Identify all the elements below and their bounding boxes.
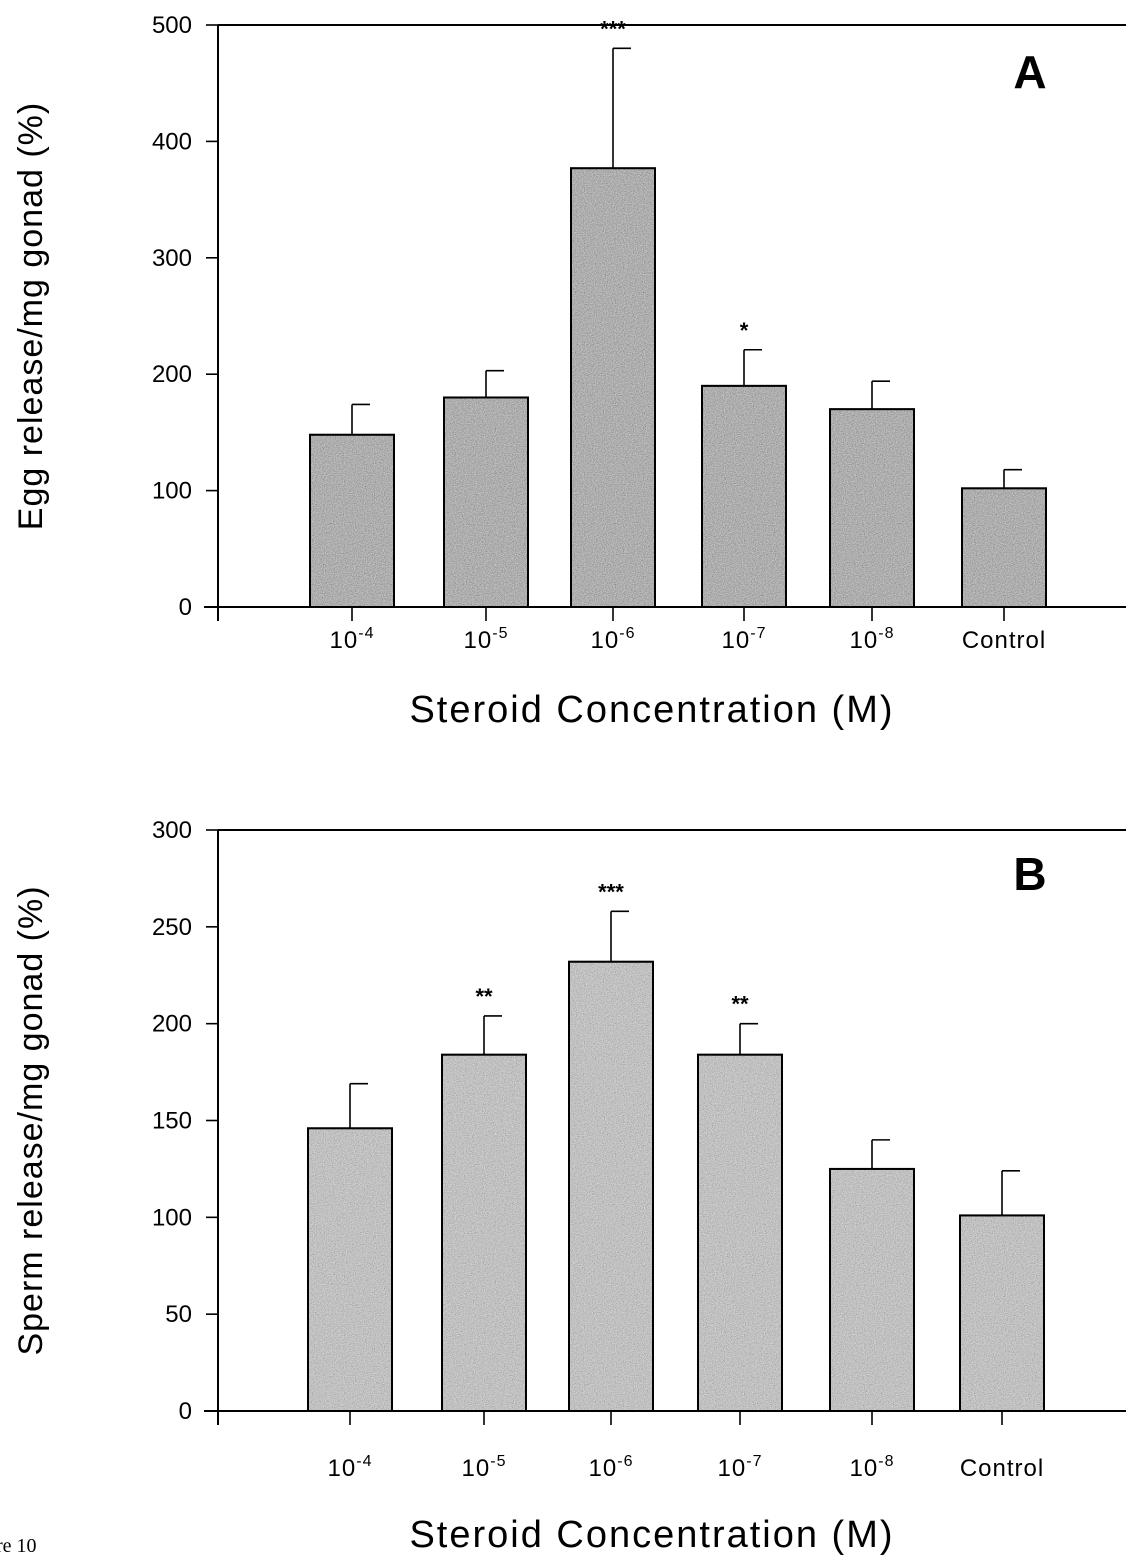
y-axis-title: Sperm release/mg gonad (%) — [12, 885, 50, 1355]
x-tick-label: 10-5 — [462, 1453, 507, 1482]
bar — [959, 1214, 1045, 1412]
x-tick-label: Control — [960, 1455, 1044, 1482]
y-tick-label: 200 — [152, 1011, 192, 1038]
x-tick-label: 10-4 — [330, 625, 375, 654]
y-tick-label: 100 — [152, 1204, 192, 1231]
bar — [829, 1167, 915, 1412]
y-tick-label: 100 — [152, 478, 192, 505]
significance-marker: ** — [731, 992, 749, 1017]
bar — [307, 1127, 393, 1413]
x-axis-title: Steroid Concentration (M) — [409, 689, 894, 731]
x-axis-title: Steroid Concentration (M) — [409, 1514, 894, 1556]
y-axis-title: Egg release/mg gonad (%) — [12, 102, 50, 530]
y-tick-label: 200 — [152, 361, 192, 388]
y-tick-label: 50 — [165, 1301, 192, 1328]
panel-label: B — [1013, 848, 1046, 900]
x-tick-label: Control — [962, 627, 1046, 654]
y-tick-label: 300 — [152, 245, 192, 272]
bar — [309, 433, 395, 608]
bar — [568, 960, 654, 1413]
x-tick-label: 10-7 — [718, 1453, 763, 1482]
figure-caption: re 10 — [0, 1535, 37, 1557]
x-tick-label: 10-8 — [850, 625, 895, 654]
bar — [961, 487, 1047, 608]
x-tick-label: 10-5 — [464, 625, 509, 654]
y-tick-label: 250 — [152, 914, 192, 941]
y-tick-label: 150 — [152, 1108, 192, 1135]
significance-marker: ** — [475, 984, 493, 1009]
bar — [443, 396, 529, 609]
y-tick-label: 500 — [152, 12, 192, 39]
significance-marker: *** — [598, 879, 624, 904]
y-tick-label: 300 — [152, 817, 192, 844]
x-tick-label: 10-6 — [589, 1453, 634, 1482]
panel-b-chart: 0 50 100 150 200 250 300 Sperm release/mg gonad… — [12, 817, 1126, 1556]
x-tick-label: 10-7 — [722, 625, 767, 654]
bar — [701, 384, 787, 608]
bar — [570, 167, 656, 608]
significance-marker: * — [740, 318, 749, 343]
significance-marker: *** — [600, 16, 626, 41]
panel-a-chart: 0 100 200 300 400 500 Egg release/mg gonad (%)… — [12, 12, 1126, 731]
bar — [829, 408, 915, 608]
y-tick-label: 400 — [152, 128, 192, 155]
panel-label: A — [1013, 46, 1046, 98]
x-tick-label: 10-8 — [850, 1453, 895, 1482]
y-tick-label: 0 — [179, 1398, 192, 1425]
bar — [697, 1053, 783, 1412]
y-tick-label: 0 — [179, 594, 192, 621]
bar — [441, 1053, 527, 1412]
x-tick-label: 10-6 — [591, 625, 636, 654]
x-tick-label: 10-4 — [328, 1453, 373, 1482]
